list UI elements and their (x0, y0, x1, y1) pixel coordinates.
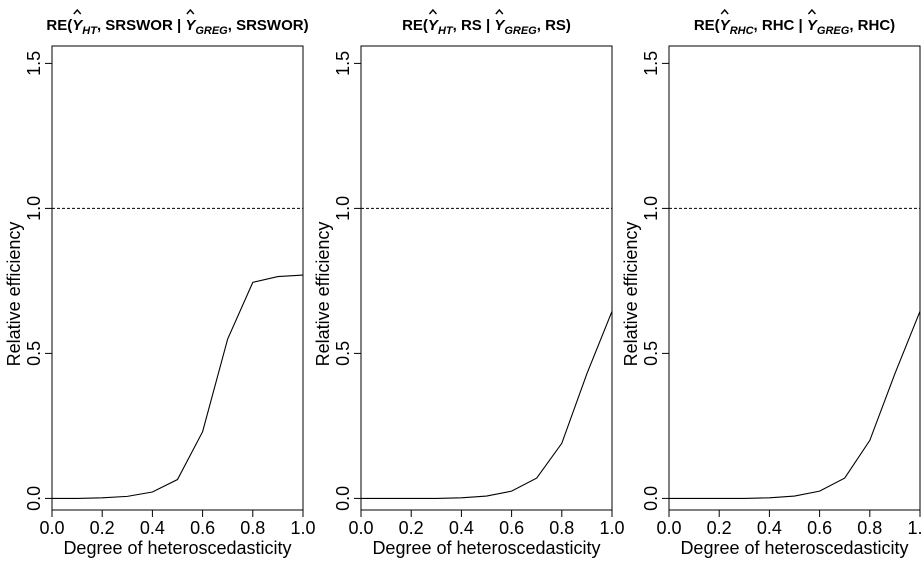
y-tick-label: 0.0 (641, 486, 661, 511)
hat-icon (186, 8, 195, 15)
series-line (669, 311, 921, 499)
panel-1: RE(YHT, SRSWOR | YGREG, SRSWOR)0.0 0.2 0.4… (4, 8, 316, 558)
y-tick-label: 0.0 (333, 486, 353, 511)
x-tick-label: 0.0 (39, 518, 64, 538)
x-tick-label: 0.8 (857, 518, 882, 538)
title-est1: Y (428, 17, 440, 34)
y-axis-title: Relative efficiency (4, 222, 24, 367)
x-tick-label: 0.6 (190, 518, 215, 538)
title-sub2: GREG (504, 25, 537, 37)
x-axis-title: Degree of heteroscedasticity (63, 538, 291, 558)
x-tick-label: 0.8 (240, 518, 265, 538)
x-tick-label: 0.6 (499, 518, 524, 538)
plot-frame (360, 45, 613, 511)
x-tick-label: 0.8 (549, 518, 574, 538)
y-tick-label: 1.0 (641, 196, 661, 221)
y-tick-label: 1.5 (333, 51, 353, 76)
title-suffix: , SRSWOR) (228, 17, 309, 34)
x-tick-label: 0.6 (807, 518, 832, 538)
title-mid: , RS | (453, 17, 495, 34)
x-tick-label: 0.2 (707, 518, 732, 538)
x-tick-label: 1.0 (290, 518, 315, 538)
hat-icon (428, 8, 437, 15)
x-tick-label: 0.2 (399, 518, 424, 538)
x-tick-label: 0.4 (757, 518, 782, 538)
y-tick-label: 0.5 (24, 341, 44, 366)
title-sub1: HT (82, 25, 98, 37)
hat-icon (807, 8, 816, 15)
plot-frame (51, 45, 304, 511)
x-tick-label: 1.0 (907, 518, 922, 538)
x-tick-label: 0.0 (656, 518, 681, 538)
panel-3: RE(YRHC, RHC | YGREG, RHC)0.0 0.2 0.4 0.6 0.… (621, 8, 922, 558)
y-axis-title: Relative efficiency (313, 222, 333, 367)
hat-icon (73, 8, 82, 15)
title-prefix: RE( (402, 17, 428, 34)
series-line (361, 311, 613, 499)
x-tick-label: 0.2 (90, 518, 115, 538)
chart-title: RE(YHT, SRSWOR | YGREG, SRSWOR) (46, 17, 308, 37)
x-tick-label: 0.4 (449, 518, 474, 538)
x-axis-title: Degree of heteroscedasticity (680, 538, 908, 558)
title-est1: Y (720, 17, 732, 34)
title-sub2: GREG (195, 25, 228, 37)
title-est2: Y (807, 17, 819, 34)
title-est2: Y (185, 17, 197, 34)
series-line (52, 274, 304, 499)
hat-icon (720, 8, 729, 15)
title-sub1: HT (438, 25, 454, 37)
title-mid: , SRSWOR | (97, 17, 185, 34)
chart-title: RE(YRHC, RHC | YGREG, RHC) (694, 17, 895, 37)
y-tick-label: 1.0 (24, 196, 44, 221)
panel-2: RE(YHT, RS | YGREG, RS)0.0 0.2 0.4 0.6 0.8 1.… (313, 8, 625, 558)
title-sub1: RHC (730, 25, 755, 37)
title-prefix: RE( (694, 17, 720, 34)
chart-title: RE(YHT, RS | YGREG, RS) (402, 17, 571, 37)
title-est2: Y (494, 17, 506, 34)
y-axis-title: Relative efficiency (621, 222, 641, 367)
title-est1: Y (72, 17, 84, 34)
y-tick-label: 1.0 (333, 196, 353, 221)
x-axis-title: Degree of heteroscedasticity (372, 538, 600, 558)
hat-icon (495, 8, 504, 15)
y-tick-label: 0.0 (24, 486, 44, 511)
y-tick-label: 1.5 (641, 51, 661, 76)
y-tick-label: 0.5 (333, 341, 353, 366)
title-suffix: , RS) (537, 17, 571, 34)
x-tick-label: 0.0 (348, 518, 373, 538)
x-tick-label: 0.4 (140, 518, 165, 538)
x-tick-label: 1.0 (599, 518, 624, 538)
y-tick-label: 1.5 (24, 51, 44, 76)
y-tick-label: 0.5 (641, 341, 661, 366)
title-prefix: RE( (46, 17, 72, 34)
title-sub2: GREG (817, 25, 850, 37)
plot-frame (668, 45, 921, 511)
title-mid: , RHC | (754, 17, 807, 34)
title-suffix: , RHC) (849, 17, 895, 34)
